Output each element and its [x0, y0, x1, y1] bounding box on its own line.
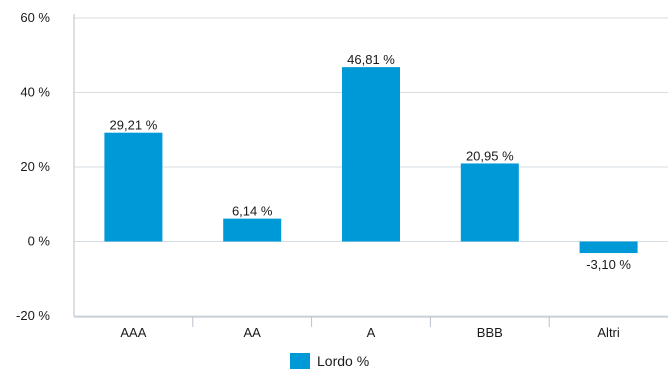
legend-swatch: [290, 353, 310, 369]
y-axis-ticks: -20 % 0 % 20 % 40 % 60 %: [16, 10, 50, 323]
x-category-label: BBB: [477, 325, 503, 340]
x-category-label: AAA: [120, 325, 146, 340]
bar-altri: [579, 241, 638, 254]
x-category-label: Altri: [597, 325, 620, 340]
data-label: 29,21 %: [110, 118, 158, 133]
y-tick-label: 0 %: [28, 234, 51, 249]
x-category-label: AA: [244, 325, 262, 340]
y-tick-label: 20 %: [20, 159, 50, 174]
data-label: -3,10 %: [586, 257, 631, 272]
bar-bbb: [460, 163, 519, 242]
bar-aa: [223, 218, 282, 242]
y-tick-label: -20 %: [16, 308, 50, 323]
data-label: 6,14 %: [232, 204, 273, 219]
x-category-label: A: [367, 325, 376, 340]
bars: [104, 67, 638, 254]
bar-aaa: [104, 132, 163, 242]
bar-a: [342, 67, 400, 242]
legend-label: Lordo %: [317, 353, 369, 369]
y-tick-label: 60 %: [20, 10, 50, 25]
data-label: 46,81 %: [347, 52, 395, 67]
y-tick-label: 40 %: [20, 85, 50, 100]
data-labels: 29,21 % 6,14 % 46,81 % 20,95 % -3,10 %: [110, 52, 632, 272]
x-axis-categories: AAA AA A BBB Altri: [120, 325, 620, 340]
legend: Lordo %: [290, 353, 369, 369]
data-label: 20,95 %: [466, 148, 514, 163]
